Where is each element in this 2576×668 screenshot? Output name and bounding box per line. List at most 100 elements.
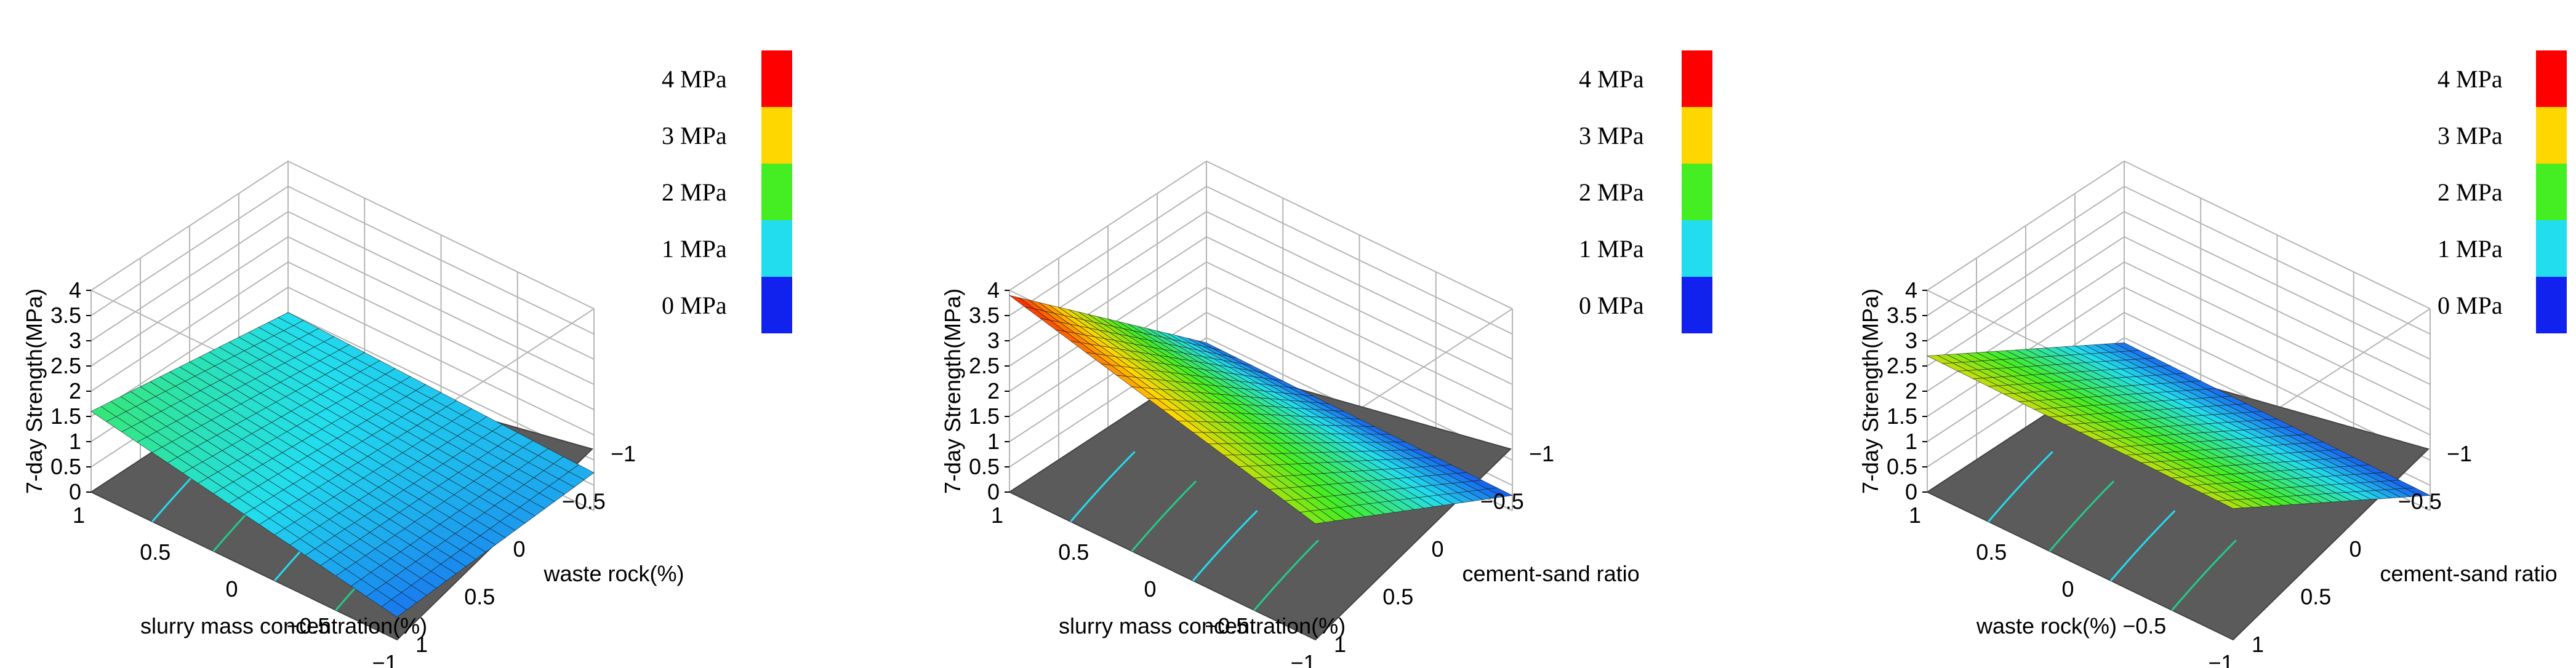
- x-tick-label: −0.5: [286, 613, 330, 638]
- legend-label: 2 MPa: [1579, 178, 1644, 206]
- legend-label: 3 MPa: [2438, 122, 2503, 149]
- y-tick-label: 0.5: [1382, 584, 1413, 610]
- z-axis-title: 7-day Strength(MPa): [22, 288, 47, 494]
- x-tick-label: 0: [225, 576, 238, 602]
- x-tick-label: −1: [2208, 650, 2233, 668]
- legend: 4 MPa 3 MPa 2 MPa 1 MPa 0 MPa: [662, 50, 792, 333]
- z-tick-label: 2: [1905, 378, 1917, 404]
- legend-label: 1 MPa: [1579, 235, 1644, 263]
- legend-swatch: [1682, 220, 1712, 277]
- wall-gridline: [90, 210, 595, 360]
- z-tick-label: 0.5: [50, 454, 81, 479]
- x-tick-label: 1: [1909, 503, 1921, 528]
- z-axis: 00.511.522.533.54 7-day Strength(MPa): [940, 277, 1009, 504]
- contour-line: [1253, 539, 1319, 611]
- legend-swatch: [2536, 277, 2567, 333]
- contour-line: [1988, 451, 2053, 522]
- x-axis: 1 0.5 0 −0.5 −1 slurry mass concentration(%): [991, 503, 1346, 668]
- contour-line: [2048, 480, 2115, 552]
- x-axis: 1 0.5 0 −0.5 −1 waste rock(%): [1909, 503, 2234, 668]
- z-tick-label: 0: [1905, 479, 1917, 504]
- x-tick-label: 0.5: [1058, 539, 1089, 565]
- response-surface: [90, 312, 595, 618]
- x-tick-label: 0.5: [140, 539, 171, 565]
- legend-label: 0 MPa: [662, 292, 727, 319]
- chart-panel-1: 00.511.522.533.547-day Strength(MPa) 1 0.5…: [22, 50, 792, 668]
- z-tick-label: 2: [987, 378, 1000, 404]
- response-surface: [1926, 342, 2431, 509]
- z-tick-label: 3: [69, 328, 81, 353]
- legend-swatch: [2536, 50, 2567, 107]
- x-tick-label: 0.5: [1976, 539, 2007, 565]
- legend-label: 1 MPa: [2438, 235, 2503, 263]
- chart-panel-3: 00.511.522.533.547-day Strength(MPa)10.5…: [1858, 50, 2567, 668]
- wall-gridline: [1927, 160, 2431, 309]
- contour-line: [1192, 510, 1258, 581]
- y-axis: 1 0.5 0 −0.5−1 waste rock(%): [415, 441, 684, 657]
- y-tick-label: 1: [1334, 632, 1346, 657]
- x-tick-label: −0.5: [2122, 613, 2166, 638]
- x-tick-label: 0: [2061, 576, 2074, 602]
- response-surface: [1009, 295, 1514, 524]
- x-tick-label: 1: [991, 503, 1003, 528]
- y-tick-label: −0.5: [562, 489, 606, 514]
- y-tick-label: 0: [513, 536, 526, 562]
- wall-gridline: [1009, 236, 1513, 385]
- z-tick-label: 1: [1905, 429, 1917, 454]
- legend-label: 3 MPa: [1579, 122, 1644, 149]
- z-tick-label: 2: [69, 378, 81, 404]
- legend-swatch: [761, 220, 792, 277]
- legend-swatch: [1682, 164, 1712, 220]
- y-axis-title: cement-sand ratio: [2380, 561, 2558, 586]
- wall-gridline: [1927, 185, 2431, 335]
- box-walls: [1009, 160, 1513, 511]
- legend-label: 1 MPa: [662, 235, 727, 263]
- y-tick-label: −1: [1529, 441, 1554, 466]
- floor-contours: [1988, 451, 2237, 611]
- y-tick-label: −1: [2447, 441, 2472, 466]
- legend-label: 4 MPa: [662, 65, 727, 93]
- legend-swatch: [761, 164, 792, 220]
- legend-label: 0 MPa: [2438, 292, 2503, 319]
- legend: 4 MPa 3 MPa 2 MPa 1 MPa 0 MPa: [2438, 50, 2567, 333]
- y-axis: 1 0.5 0 −0.5−1 cement-sand ratio: [1334, 441, 1640, 657]
- surface-cell: [1299, 511, 1326, 524]
- z-tick-label: 1.5: [969, 404, 1000, 429]
- legend-swatch: [2536, 107, 2567, 164]
- surface-cell: [2217, 499, 2244, 509]
- contour-line: [2110, 510, 2176, 581]
- chart-panel-2: 00.511.522.533.547-day Strength(MPa)10.5…: [940, 50, 1712, 668]
- z-axis-title: 7-day Strength(MPa): [940, 288, 965, 494]
- z-tick-label: 3.5: [50, 303, 81, 328]
- z-tick-label: 4: [987, 277, 1000, 303]
- z-tick-label: 3: [987, 328, 1000, 353]
- z-tick-label: 2.5: [50, 353, 81, 378]
- legend-swatch: [1682, 107, 1712, 164]
- z-axis: 00.511.522.533.54 7-day Strength(MPa): [22, 277, 91, 504]
- z-tick-label: 2.5: [1887, 353, 1917, 378]
- legend-label: 3 MPa: [662, 122, 727, 149]
- legend-label: 2 MPa: [2438, 178, 2503, 206]
- z-tick-label: 3.5: [1887, 303, 1917, 328]
- y-tick-label: 1: [415, 632, 428, 657]
- z-tick-label: 3.5: [969, 303, 1000, 328]
- wall-gridline: [1927, 210, 2431, 360]
- x-tick-label: −1: [372, 650, 397, 668]
- legend-label: 4 MPa: [2438, 65, 2503, 93]
- z-tick-label: 4: [1905, 277, 1917, 303]
- surface-cell: [381, 599, 407, 618]
- legend-swatch: [1682, 277, 1712, 333]
- x-tick-label: −0.5: [1205, 613, 1248, 638]
- x-axis-title: slurry mass concentration(%): [1059, 613, 1346, 638]
- contour-line: [1131, 480, 1197, 552]
- y-axis: 1 0.5 0 −0.5−1 cement-sand ratio: [2252, 441, 2558, 657]
- legend-label: 4 MPa: [1579, 65, 1644, 93]
- z-tick-label: 0.5: [1887, 454, 1917, 479]
- z-tick-label: 0: [987, 479, 1000, 504]
- y-tick-label: −1: [611, 441, 636, 466]
- wall-gridline: [1009, 160, 1513, 309]
- z-tick-label: 3: [1905, 328, 1917, 353]
- z-axis-title: 7-day Strength(MPa): [1858, 288, 1883, 494]
- z-tick-label: 1.5: [50, 404, 81, 429]
- x-axis-title: waste rock(%): [1976, 613, 2117, 638]
